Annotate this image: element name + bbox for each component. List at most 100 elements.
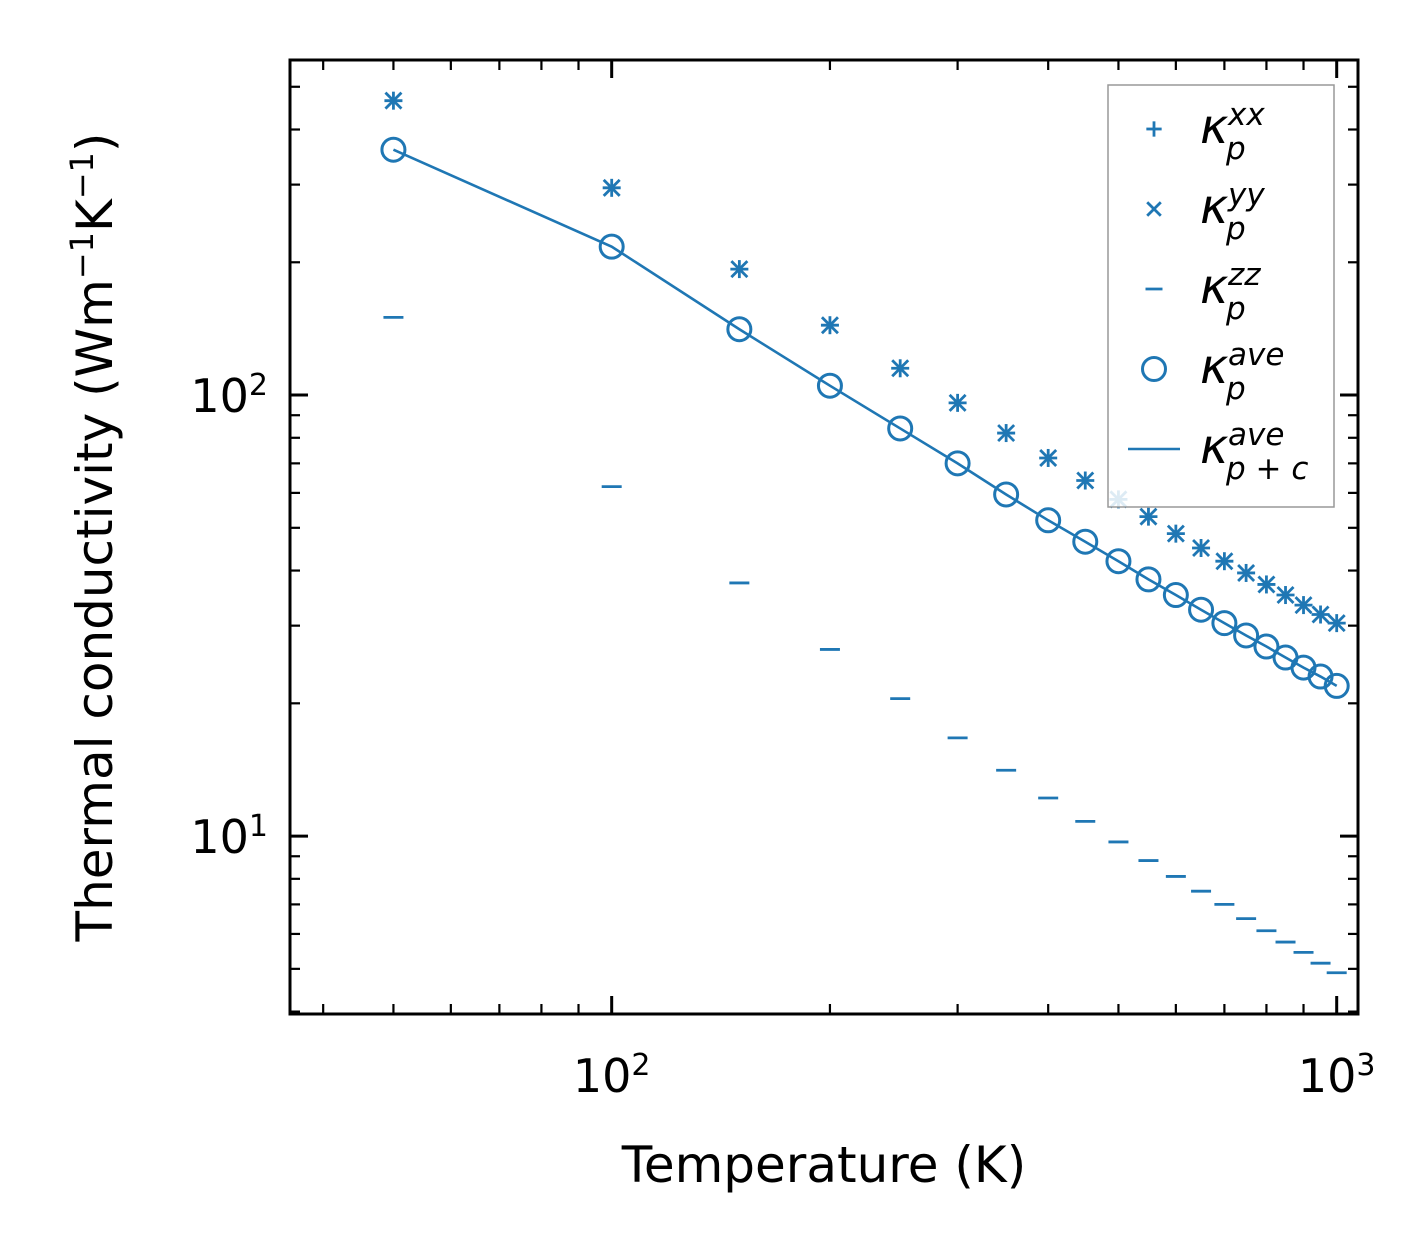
point-yy-10 — [1139, 507, 1158, 526]
point-ave-3 — [816, 372, 843, 399]
legend-entry-0: κ xxp — [1146, 97, 1265, 167]
series-ave_pc — [392, 148, 1338, 688]
y-tick-label: 102 — [190, 368, 268, 424]
y-axis-title: Thermal conductivity (Wm−1K−1) — [63, 133, 124, 943]
legend-sup: zz — [1227, 257, 1261, 293]
legend-entry-1: κ yyp — [1146, 177, 1265, 247]
y-axis-title-end: ) — [66, 133, 124, 153]
point-yy-14 — [1237, 563, 1256, 582]
point-yy-2-b — [730, 260, 749, 279]
legend-sub: p — [1225, 371, 1246, 407]
point-yy-15 — [1257, 575, 1276, 594]
legend-sub: p + c — [1225, 451, 1308, 487]
point-yy-4 — [891, 359, 910, 378]
legend-sup: xx — [1227, 97, 1265, 133]
legend-sup: yy — [1227, 177, 1265, 213]
point-yy-8-b — [1076, 471, 1095, 490]
series-yy — [384, 91, 1346, 633]
legend-entry-2: κ zzp — [1145, 257, 1261, 327]
y-axis-title-sup1: −1 — [63, 232, 101, 279]
point-yy-17 — [1294, 596, 1313, 615]
point-ave-5 — [944, 450, 971, 477]
point-yy-12 — [1192, 539, 1211, 557]
point-yy-1 — [602, 178, 621, 197]
point-yy-3 — [820, 316, 839, 335]
x-tick-label-exp: 2 — [631, 1048, 650, 1083]
point-yy-7 — [1039, 448, 1058, 467]
point-yy-15-b — [1257, 575, 1276, 594]
point-yy-11-b — [1166, 524, 1185, 543]
legend-marker-x — [1146, 201, 1162, 217]
legend-sub: p — [1225, 211, 1246, 247]
point-yy-4-b — [891, 359, 910, 378]
y-axis-title-main: Thermal conductivity (Wm — [66, 279, 124, 942]
legend-kappa: κ — [1200, 99, 1229, 155]
legend-kappa: κ — [1200, 259, 1229, 315]
point-yy-3-b — [820, 316, 839, 335]
point-yy-0-b — [384, 91, 403, 110]
point-ave-13 — [1211, 610, 1238, 637]
point-yy-17-b — [1294, 596, 1313, 615]
point-ave-8 — [1072, 528, 1099, 555]
x-axis-title: Temperature (K) — [621, 1136, 1026, 1194]
series-ave — [380, 136, 1350, 699]
point-yy-19 — [1327, 614, 1346, 633]
point-yy-7-b — [1039, 448, 1058, 467]
point-yy-18-b — [1311, 605, 1330, 624]
axes-frame — [288, 58, 1360, 1016]
y-tick-label-exp: 1 — [249, 809, 268, 844]
plot-area — [380, 91, 1350, 975]
legend-kappa: κ — [1200, 419, 1229, 475]
y-tick-label: 101 — [190, 809, 268, 865]
legend-marker-plus — [1146, 121, 1162, 137]
legend-kappa: κ — [1200, 339, 1229, 395]
series-ave_pc-line — [392, 148, 1338, 688]
y-tick-label-exp: 2 — [249, 368, 268, 403]
point-yy-18 — [1311, 605, 1330, 624]
major-ticks — [290, 60, 1358, 1014]
legend-box — [1107, 84, 1335, 508]
x-tick-label: 103 — [1298, 1048, 1376, 1104]
point-ave-0 — [380, 136, 407, 163]
point-ave-12 — [1188, 596, 1215, 623]
point-yy-8 — [1076, 471, 1095, 490]
point-ave-4 — [887, 415, 914, 442]
y-axis-title-sup2: −1 — [63, 152, 101, 199]
point-ave-7 — [1035, 507, 1062, 534]
point-yy-6-b — [997, 424, 1016, 443]
x-tick-label-base: 10 — [1298, 1049, 1357, 1103]
legend-sub: p — [1225, 291, 1246, 327]
point-ave-1 — [598, 233, 625, 260]
point-yy-16-b — [1276, 586, 1295, 605]
point-ave-19 — [1323, 672, 1350, 699]
point-ave-6 — [993, 481, 1020, 508]
point-yy-5 — [948, 393, 967, 412]
legend-sub: p — [1225, 131, 1246, 167]
x-tick-label: 102 — [573, 1048, 651, 1104]
point-ave-2 — [726, 316, 753, 343]
x-tick-label-base: 10 — [573, 1049, 632, 1103]
point-ave-10 — [1135, 566, 1162, 593]
legend-sup: ave — [1228, 337, 1284, 373]
legend-marker-x-b — [1146, 201, 1162, 217]
legend-kappa: κ — [1200, 179, 1229, 235]
point-yy-12-b — [1192, 539, 1211, 557]
series-zz — [383, 315, 1347, 975]
y-tick-label-base: 10 — [190, 369, 249, 423]
legend-sup: ave — [1228, 417, 1284, 453]
point-ave-9 — [1105, 548, 1132, 575]
point-yy-13 — [1215, 552, 1234, 571]
point-yy-13-b — [1215, 552, 1234, 571]
point-yy-1-b — [602, 178, 621, 197]
point-yy-16 — [1276, 586, 1295, 605]
point-ave-14 — [1233, 622, 1260, 649]
point-yy-19-b — [1327, 614, 1346, 633]
point-ave-11 — [1162, 582, 1189, 609]
point-yy-11 — [1166, 524, 1185, 543]
y-tick-label-base: 10 — [190, 810, 249, 864]
point-yy-2 — [730, 260, 749, 279]
point-yy-10-b — [1139, 507, 1158, 526]
